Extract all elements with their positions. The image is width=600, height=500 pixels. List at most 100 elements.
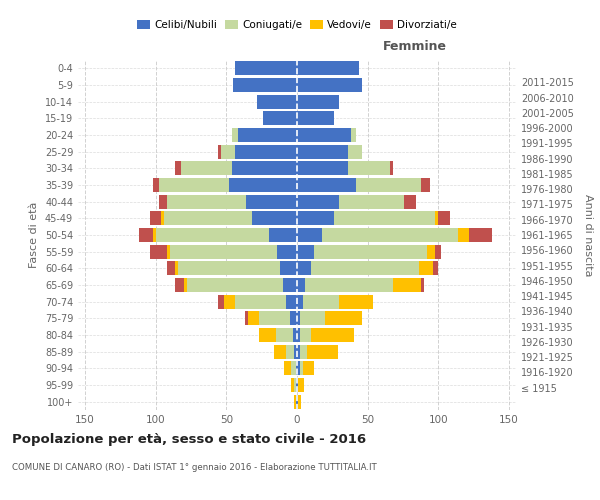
Bar bbox=[283, 278, 297, 292]
Bar bbox=[167, 261, 175, 276]
Bar bbox=[158, 178, 229, 192]
Bar bbox=[297, 278, 305, 292]
Bar bbox=[150, 211, 161, 226]
Text: Femmine: Femmine bbox=[383, 40, 447, 53]
Bar bbox=[294, 344, 297, 359]
Bar bbox=[259, 328, 276, 342]
Bar bbox=[139, 228, 153, 242]
Bar bbox=[156, 228, 269, 242]
Bar bbox=[229, 178, 297, 192]
Bar bbox=[277, 244, 297, 259]
Bar bbox=[150, 244, 167, 259]
Bar bbox=[297, 294, 302, 308]
Bar bbox=[311, 328, 353, 342]
Bar bbox=[259, 311, 290, 326]
Bar bbox=[300, 361, 302, 376]
Bar bbox=[436, 211, 438, 226]
Bar bbox=[293, 328, 297, 342]
Bar bbox=[297, 378, 298, 392]
Bar bbox=[235, 144, 297, 159]
Bar bbox=[311, 261, 419, 276]
Text: COMUNE DI CANARO (RO) - Dati ISTAT 1° gennaio 2016 - Elaborazione TUTTITALIA.IT: COMUNE DI CANARO (RO) - Dati ISTAT 1° ge… bbox=[12, 462, 377, 471]
Bar bbox=[314, 244, 427, 259]
Bar bbox=[302, 294, 340, 308]
Bar bbox=[350, 128, 356, 142]
Bar bbox=[297, 244, 314, 259]
Bar bbox=[248, 311, 259, 326]
Bar bbox=[167, 244, 170, 259]
Bar bbox=[297, 311, 300, 326]
Bar bbox=[181, 162, 232, 175]
Bar bbox=[297, 162, 348, 175]
Bar bbox=[421, 178, 430, 192]
Bar bbox=[290, 311, 297, 326]
Bar bbox=[458, 228, 469, 242]
Bar bbox=[263, 112, 297, 126]
Bar bbox=[167, 194, 246, 209]
Bar bbox=[300, 344, 307, 359]
Bar bbox=[297, 78, 362, 92]
Bar bbox=[297, 112, 334, 126]
Bar bbox=[393, 278, 421, 292]
Bar bbox=[297, 361, 300, 376]
Bar bbox=[469, 228, 492, 242]
Bar bbox=[307, 344, 338, 359]
Bar bbox=[232, 162, 297, 175]
Bar bbox=[232, 128, 238, 142]
Bar bbox=[296, 361, 297, 376]
Bar bbox=[175, 278, 184, 292]
Bar bbox=[390, 162, 393, 175]
Bar bbox=[238, 128, 297, 142]
Bar bbox=[235, 62, 297, 76]
Bar bbox=[294, 378, 296, 392]
Bar bbox=[286, 294, 297, 308]
Bar bbox=[348, 162, 390, 175]
Bar bbox=[297, 211, 334, 226]
Bar bbox=[419, 261, 433, 276]
Bar bbox=[292, 361, 296, 376]
Bar bbox=[252, 211, 297, 226]
Bar bbox=[297, 261, 311, 276]
Bar bbox=[297, 228, 322, 242]
Bar bbox=[297, 94, 340, 109]
Bar bbox=[280, 261, 297, 276]
Bar bbox=[233, 78, 297, 92]
Bar bbox=[433, 261, 438, 276]
Bar bbox=[297, 394, 298, 409]
Bar bbox=[184, 278, 187, 292]
Bar bbox=[340, 194, 404, 209]
Bar bbox=[218, 294, 224, 308]
Bar bbox=[325, 311, 362, 326]
Bar bbox=[438, 211, 449, 226]
Bar bbox=[175, 162, 181, 175]
Bar bbox=[187, 278, 283, 292]
Bar bbox=[245, 311, 248, 326]
Bar bbox=[269, 228, 297, 242]
Bar bbox=[257, 94, 297, 109]
Y-axis label: Anni di nascita: Anni di nascita bbox=[583, 194, 593, 276]
Bar bbox=[292, 378, 294, 392]
Bar bbox=[334, 211, 436, 226]
Bar bbox=[436, 244, 441, 259]
Bar bbox=[404, 194, 416, 209]
Bar bbox=[170, 244, 277, 259]
Bar bbox=[153, 178, 158, 192]
Bar bbox=[235, 294, 286, 308]
Bar bbox=[294, 394, 296, 409]
Bar bbox=[297, 178, 356, 192]
Bar bbox=[297, 128, 350, 142]
Bar bbox=[158, 194, 167, 209]
Bar bbox=[322, 228, 458, 242]
Bar bbox=[297, 194, 340, 209]
Bar bbox=[274, 344, 286, 359]
Bar bbox=[221, 144, 235, 159]
Bar bbox=[153, 228, 156, 242]
Bar bbox=[300, 328, 311, 342]
Bar bbox=[348, 144, 362, 159]
Bar bbox=[218, 144, 221, 159]
Bar bbox=[296, 378, 297, 392]
Bar bbox=[276, 328, 293, 342]
Bar bbox=[305, 278, 393, 292]
Bar bbox=[246, 194, 297, 209]
Bar bbox=[298, 394, 301, 409]
